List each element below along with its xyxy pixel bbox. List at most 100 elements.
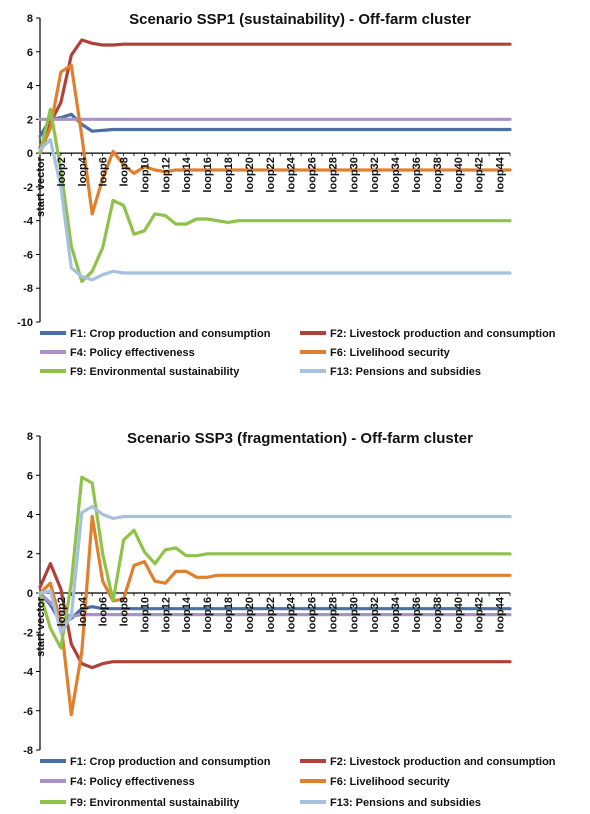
series-line-f13 bbox=[38, 138, 512, 282]
legend-item: F2: Livestock production and consumption bbox=[300, 756, 556, 768]
y-tick-label: -4 bbox=[23, 216, 34, 228]
series-line-f2 bbox=[38, 561, 512, 670]
y-tick-label: -2 bbox=[23, 627, 33, 639]
legend-label: F13: Pensions and subsidies bbox=[330, 366, 481, 378]
y-tick-label: 8 bbox=[27, 13, 33, 25]
series-line-f9 bbox=[38, 475, 512, 650]
legend-label: F13: Pensions and subsidies bbox=[330, 797, 481, 809]
series-line-f1 bbox=[38, 112, 512, 138]
chart-1: Scenario SSP1 (sustainability) - Off-far… bbox=[17, 11, 556, 378]
x-tick-label: loop44 bbox=[495, 156, 507, 192]
y-tick-label: 2 bbox=[27, 549, 33, 561]
x-tick-label: loop8 bbox=[119, 597, 131, 626]
y-tick-label: -2 bbox=[23, 182, 33, 194]
x-tick-label: loop24 bbox=[286, 596, 298, 632]
series-line-f2 bbox=[38, 38, 512, 150]
x-tick-label: loop10 bbox=[139, 157, 151, 192]
x-tick-label: loop12 bbox=[160, 597, 172, 632]
x-tick-label: loop34 bbox=[390, 156, 402, 192]
y-tick-label: 0 bbox=[27, 588, 33, 600]
x-tick-label: loop2 bbox=[56, 597, 68, 626]
y-tick-label: 8 bbox=[27, 431, 33, 443]
y-tick-label: -4 bbox=[23, 667, 34, 679]
x-tick-label: loop20 bbox=[244, 157, 256, 192]
x-tick-label: loop12 bbox=[160, 157, 172, 192]
series-line-f4 bbox=[38, 591, 512, 619]
x-tick-label: loop20 bbox=[244, 597, 256, 632]
legend-item: F1: Crop production and consumption bbox=[40, 756, 271, 768]
x-tick-label: loop4 bbox=[77, 596, 89, 626]
legend-item: F2: Livestock production and consumption bbox=[300, 328, 556, 340]
x-tick-label: loop14 bbox=[181, 596, 193, 632]
legend-label: F6: Livelihood security bbox=[330, 776, 451, 788]
legend-label: F4: Policy effectiveness bbox=[70, 347, 195, 359]
series-line-f6 bbox=[38, 514, 512, 717]
y-tick-label: 4 bbox=[27, 510, 34, 522]
y-tick-label: -8 bbox=[23, 745, 33, 757]
x-tick-label: loop24 bbox=[286, 156, 298, 192]
chart-2: Scenario SSP3 (fragmentation) - Off-farm… bbox=[23, 430, 556, 809]
legend-item: F6: Livelihood security bbox=[300, 776, 451, 788]
x-tick-label: loop32 bbox=[369, 157, 381, 192]
x-tick-label: loop28 bbox=[327, 597, 339, 632]
x-tick-label: loop16 bbox=[202, 157, 214, 192]
x-tick-label: loop42 bbox=[474, 157, 486, 192]
legend-item: F13: Pensions and subsidies bbox=[300, 366, 481, 378]
x-tick-label: loop36 bbox=[411, 157, 423, 192]
legend-item: F4: Policy effectiveness bbox=[40, 776, 195, 788]
x-tick-label: loop26 bbox=[307, 597, 319, 632]
x-tick-label: loop22 bbox=[265, 597, 277, 632]
legend-label: F9: Environmental sustainability bbox=[70, 797, 240, 809]
y-tick-label: 6 bbox=[27, 47, 33, 59]
y-tick-label: -10 bbox=[17, 317, 33, 329]
legend-item: F13: Pensions and subsidies bbox=[300, 797, 481, 809]
x-tick-label: loop6 bbox=[98, 157, 110, 186]
series-line-f6 bbox=[38, 63, 512, 216]
series-line-f9 bbox=[38, 107, 512, 284]
x-tick-label: loop38 bbox=[432, 597, 444, 632]
x-tick-label: loop22 bbox=[265, 157, 277, 192]
legend-label: F6: Livelihood security bbox=[330, 347, 451, 359]
x-tick-label: loop36 bbox=[411, 597, 423, 632]
y-tick-label: -6 bbox=[23, 249, 33, 261]
x-tick-label: loop26 bbox=[307, 157, 319, 192]
y-tick-label: 4 bbox=[27, 81, 34, 93]
x-tick-label: loop40 bbox=[453, 157, 465, 192]
x-tick-label: loop32 bbox=[369, 597, 381, 632]
legend-label: F1: Crop production and consumption bbox=[70, 756, 271, 768]
x-tick-label: loop40 bbox=[453, 597, 465, 632]
x-tick-label: loop18 bbox=[223, 597, 235, 632]
x-tick-label: loop4 bbox=[77, 156, 89, 186]
x-tick-label: loop16 bbox=[202, 597, 214, 632]
x-tick-label: loop44 bbox=[495, 596, 507, 632]
x-tick-label: loop34 bbox=[390, 596, 402, 632]
x-tick-label: loop8 bbox=[119, 157, 131, 186]
legend-label: F9: Environmental sustainability bbox=[70, 366, 240, 378]
legend-item: F6: Livelihood security bbox=[300, 347, 451, 359]
y-tick-label: 6 bbox=[27, 470, 33, 482]
legend-item: F1: Crop production and consumption bbox=[40, 328, 271, 340]
chart-title: Scenario SSP3 (fragmentation) - Off-farm… bbox=[127, 430, 473, 447]
x-tick-label: loop30 bbox=[348, 597, 360, 632]
legend-item: F9: Environmental sustainability bbox=[40, 366, 240, 378]
y-tick-label: -8 bbox=[23, 283, 33, 295]
x-tick-label: loop2 bbox=[56, 157, 68, 186]
x-tick-label: start vector bbox=[35, 156, 47, 217]
legend-item: F4: Policy effectiveness bbox=[40, 347, 195, 359]
y-tick-label: 0 bbox=[27, 148, 33, 160]
legend-label: F2: Livestock production and consumption bbox=[330, 756, 556, 768]
chart-title: Scenario SSP1 (sustainability) - Off-far… bbox=[129, 11, 471, 28]
x-tick-label: start vector bbox=[35, 596, 47, 657]
series-line-f13 bbox=[38, 505, 512, 634]
y-tick-label: -6 bbox=[23, 706, 33, 718]
x-tick-label: loop38 bbox=[432, 157, 444, 192]
legend-item: F9: Environmental sustainability bbox=[40, 797, 240, 809]
x-tick-label: loop30 bbox=[348, 157, 360, 192]
legend-label: F4: Policy effectiveness bbox=[70, 776, 195, 788]
x-tick-label: loop14 bbox=[181, 156, 193, 192]
x-tick-label: loop10 bbox=[139, 597, 151, 632]
x-tick-label: loop18 bbox=[223, 157, 235, 192]
legend-label: F1: Crop production and consumption bbox=[70, 328, 271, 340]
series-line-f1 bbox=[38, 591, 512, 625]
